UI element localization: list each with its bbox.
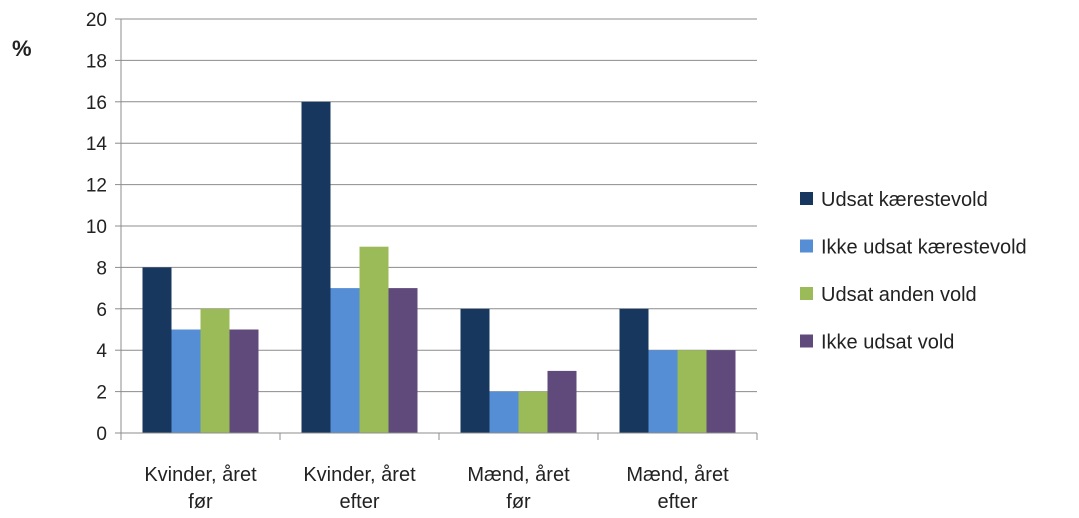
bar bbox=[706, 350, 736, 433]
x-category-label: Kvinder, året før bbox=[144, 464, 257, 513]
axes bbox=[120, 19, 758, 440]
y-axis-ticks: 0 2 4 6 8 10 12 14 16 18 20 bbox=[86, 10, 121, 445]
legend-swatch bbox=[800, 287, 813, 300]
y-tick-label: 16 bbox=[86, 93, 107, 114]
bars bbox=[142, 101, 736, 434]
x-category-label: Mænd, året før bbox=[467, 464, 570, 513]
y-tick-label: 18 bbox=[86, 51, 107, 72]
bar bbox=[330, 288, 360, 433]
y-tick-label: 14 bbox=[86, 134, 108, 155]
x-axis-categories: Kvinder, året før Kvinder, året efter Mænd, … bbox=[144, 464, 729, 513]
bar bbox=[200, 308, 230, 433]
bar bbox=[677, 350, 707, 433]
y-tick-label: 20 bbox=[86, 10, 107, 31]
bar bbox=[489, 391, 519, 433]
y-tick-label: 2 bbox=[96, 383, 107, 404]
legend-swatch bbox=[800, 334, 813, 348]
legend-label: Ikke udsat kærestevold bbox=[821, 237, 1027, 259]
y-tick-label: 10 bbox=[86, 217, 107, 238]
bar bbox=[518, 391, 548, 433]
legend-label: Udsat anden vold bbox=[821, 284, 977, 306]
bar bbox=[547, 370, 577, 433]
y-tick-label: 6 bbox=[96, 300, 107, 321]
bar bbox=[359, 246, 389, 433]
bar bbox=[460, 308, 490, 433]
x-category-label: Kvinder, året efter bbox=[303, 464, 416, 513]
bar bbox=[229, 329, 259, 433]
bar bbox=[171, 329, 201, 433]
legend-swatch bbox=[800, 239, 813, 253]
bar bbox=[301, 101, 331, 434]
legend-label: Ikke udsat vold bbox=[821, 332, 954, 354]
legend-swatch bbox=[800, 192, 813, 205]
y-tick-label: 0 bbox=[96, 424, 107, 445]
y-axis-label: % bbox=[12, 36, 32, 61]
y-tick-label: 4 bbox=[96, 341, 107, 362]
x-category-label: Mænd, året efter bbox=[626, 464, 729, 513]
legend: Udsat kærestevold Ikke udsat kærestevold U… bbox=[800, 189, 1027, 354]
bar bbox=[142, 267, 172, 433]
y-tick-label: 8 bbox=[96, 258, 107, 279]
y-tick-label: 12 bbox=[86, 176, 107, 197]
bar bbox=[388, 288, 418, 433]
legend-label: Udsat kærestevold bbox=[821, 189, 988, 211]
bar bbox=[619, 308, 649, 433]
bar bbox=[648, 350, 678, 433]
